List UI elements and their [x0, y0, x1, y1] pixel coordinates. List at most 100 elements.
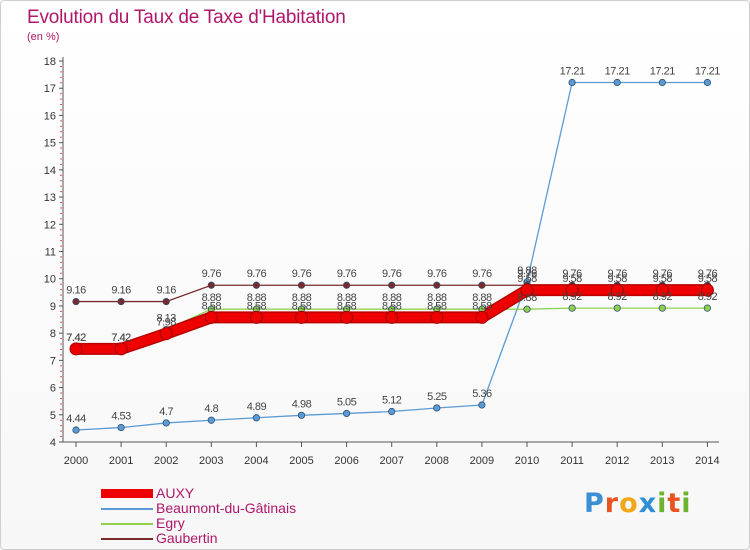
data-point: [520, 283, 534, 297]
data-label: 9.58: [562, 273, 582, 285]
data-point: [700, 283, 714, 297]
y-tick-label: 11: [45, 247, 56, 259]
data-label: 8.92: [562, 291, 582, 303]
y-tick-label: 12: [44, 219, 56, 231]
data-label: 8.58: [382, 300, 402, 312]
data-label: 9.76: [292, 268, 312, 280]
legend-swatch: [101, 523, 153, 525]
data-point: [388, 407, 396, 416]
data-point: [207, 281, 215, 289]
data-point: [117, 297, 125, 306]
data-point: [204, 310, 218, 324]
data-label: 5.36: [472, 388, 492, 400]
logo-letter: o: [619, 488, 639, 519]
data-point: [114, 342, 128, 356]
x-tick-label: 2009: [470, 455, 494, 467]
data-point: [655, 283, 669, 297]
x-tick-label: 2014: [695, 455, 719, 467]
data-point: [478, 401, 486, 409]
legend-label: Beaumont-du-Gâtinais: [156, 500, 297, 516]
logo-letter: t: [667, 488, 682, 519]
data-label: 9.76: [427, 268, 447, 280]
data-label: 8.58: [292, 300, 312, 312]
data-label: 9.16: [156, 285, 176, 297]
data-label: 5.25: [427, 391, 447, 403]
data-label: 9.58: [698, 273, 718, 285]
data-point: [568, 304, 576, 312]
data-label: 8.92: [653, 291, 673, 303]
y-tick-label: 15: [44, 138, 56, 150]
data-point: [658, 78, 666, 87]
data-label: 5.12: [382, 395, 402, 407]
data-point: [475, 310, 489, 324]
data-point: [523, 305, 531, 313]
y-tick-label: 17: [44, 83, 56, 95]
data-label: 5.05: [337, 396, 357, 408]
data-point: [565, 283, 579, 297]
data-label: 7.42: [111, 332, 131, 344]
legend-swatch: [101, 508, 153, 510]
data-point: [613, 78, 621, 87]
data-point: [385, 310, 399, 324]
x-tick-label: 2002: [154, 455, 178, 467]
data-point: [72, 297, 80, 306]
chart-title: Evolution du Taux de Taxe d'Habitation: [27, 7, 346, 28]
data-point: [568, 78, 576, 87]
data-point: [72, 426, 80, 434]
data-point: [297, 281, 306, 289]
x-tick-label: 2008: [425, 455, 449, 467]
data-point: [430, 310, 444, 324]
data-label: 8.58: [337, 300, 357, 312]
line-chart: 4 5 6 7 8 9 10 11 12 13 14 15 16 17 18 2000 2001 2002 2003…: [44, 56, 721, 467]
x-tick-label: 2010: [515, 455, 539, 467]
data-point: [162, 419, 170, 427]
data-label: 4.53: [111, 411, 131, 423]
data-point: [249, 310, 263, 324]
logo-letter: x: [638, 488, 658, 519]
data-point: [342, 409, 351, 418]
legend-label: AUXY: [156, 485, 195, 501]
x-tick-label: 2003: [199, 455, 223, 467]
data-label: 8.58: [247, 300, 267, 312]
data-label: 9.76: [653, 268, 673, 280]
legend-swatch: [101, 489, 153, 498]
data-label: 8.88: [292, 292, 312, 304]
data-label: 4.98: [292, 398, 312, 410]
x-tick-label: 2013: [650, 455, 674, 467]
data-point: [117, 423, 125, 432]
y-tick-label: 6: [50, 383, 56, 395]
data-point: [252, 414, 260, 422]
data-label: 8.88: [202, 292, 222, 304]
data-label: 8.88: [517, 292, 537, 304]
data-label: 9.76: [202, 268, 222, 280]
data-label: 17.21: [605, 65, 630, 77]
y-tick-label: 10: [44, 274, 56, 286]
data-point: [252, 281, 260, 289]
data-label: 4.44: [66, 413, 86, 425]
data-label: 8.58: [202, 300, 222, 312]
y-tick-label: 7: [50, 355, 56, 367]
data-label: 8.92: [698, 291, 718, 303]
data-label: 8.58: [472, 300, 492, 312]
legend-swatch: [101, 538, 153, 540]
data-label: 4.8: [204, 403, 218, 415]
data-label: 9.76: [382, 268, 402, 280]
data-point: [478, 281, 486, 289]
data-point: [433, 281, 441, 289]
data-label: 17.21: [560, 65, 585, 77]
data-point: [613, 304, 621, 312]
data-label: 9.76: [607, 268, 627, 280]
data-label: 8.88: [427, 292, 447, 304]
data-point: [388, 281, 396, 289]
data-label: 9.58: [607, 273, 627, 285]
y-tick-label: 5: [50, 410, 56, 422]
data-label: 9.76: [472, 268, 492, 280]
x-tick-label: 2004: [244, 455, 268, 467]
logo-letter: i: [681, 488, 692, 519]
data-label: 8.13: [156, 313, 176, 325]
data-point: [340, 310, 354, 324]
data-label: 8.88: [337, 292, 357, 304]
data-label: 8.58: [427, 300, 447, 312]
data-label: 8.92: [607, 291, 627, 303]
data-point: [207, 416, 215, 424]
